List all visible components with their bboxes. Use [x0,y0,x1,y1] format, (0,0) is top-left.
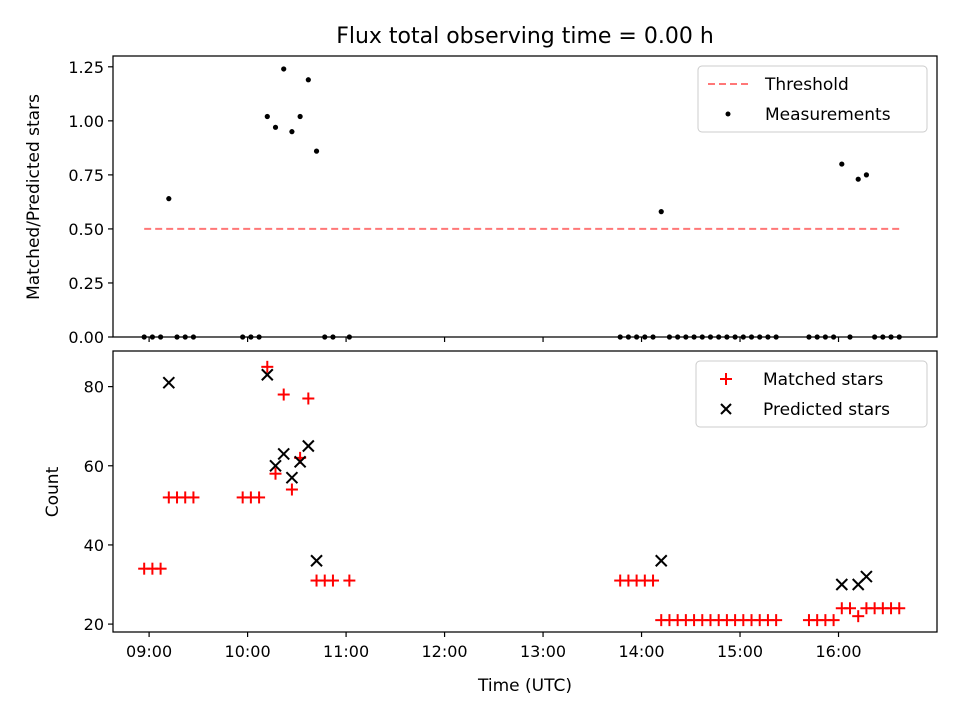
x-tick-label: 15:00 [717,642,763,661]
legend-matched-label: Matched stars [763,370,883,390]
predicted-stars-point [261,368,274,381]
bottom-plot-area [138,360,906,627]
predicted-stars-point [162,376,176,389]
x-tick-label: 16:00 [815,642,861,661]
top-chart-title: Flux total observing time = 0.00 h [336,24,714,49]
x-tick-label: 11:00 [323,642,369,661]
measurement-point [281,66,287,72]
predicted-stars-point [269,459,282,472]
bottom-y-axis-label: Count [43,466,63,517]
y-tick-label: 1.00 [68,112,104,131]
y-tick-label: 20 [84,615,104,634]
y-tick-label: 80 [84,378,104,397]
y-tick-label: 0.00 [68,328,104,347]
matched-stars-point [647,574,660,587]
bottom-legend-box [695,360,928,428]
legend-predicted-label: Predicted stars [763,400,890,420]
matched-stars-point [844,602,857,615]
predicted-stars-point [860,570,873,583]
top-y-ticks: 0.00 0.25 0.50 0.75 1.00 1.25 [68,58,113,347]
measurement-point [289,129,295,135]
measurement-point [305,77,311,83]
matched-stars-point [269,467,282,480]
matched-stars-point [893,602,906,615]
x-tick-label: 10:00 [225,642,271,661]
measurement-point [658,209,664,215]
bottom-axes-frame [112,350,938,633]
predicted-stars-point [285,471,299,484]
y-tick-label: 0.25 [68,274,104,293]
y-tick-label: 0.50 [68,220,104,239]
matched-stars-point [343,574,356,587]
x-tick-label: 12:00 [422,642,468,661]
matched-stars-point [285,483,298,496]
matched-stars-point [302,392,315,405]
matched-stars-point [770,614,783,627]
legend-matched-swatch [720,373,732,385]
x-tick-label: 14:00 [618,642,664,661]
predicted-stars-point [310,554,323,567]
top-axes-frame [112,55,938,338]
x-tick-label: 13:00 [520,642,566,661]
matched-stars-point [261,360,274,373]
matched-stars-point [154,562,167,575]
y-tick-label: 1.25 [68,58,104,77]
matched-stars-point [253,491,266,504]
bottom-x-axis-label: Time (UTC) [477,676,572,696]
bottom-y-ticks: 20 40 60 80 [84,378,113,634]
predicted-stars-point [293,455,307,469]
top-legend-box [697,65,928,133]
y-tick-label: 0.75 [68,166,104,185]
measurement-point [313,148,320,154]
top-plot-area [141,66,902,340]
matched-stars-point [852,610,865,623]
measurement-point [855,176,861,182]
matched-stars-point [827,614,840,627]
bottom-legend: Matched stars Predicted stars [695,360,928,428]
legend-threshold-label: Threshold [764,75,849,95]
measurement-point [166,196,172,202]
bottom-x-ticks: 09:00 10:00 11:00 12:00 13:00 14:00 15:00 16:00 [126,632,862,661]
x-tick-label: 09:00 [126,642,172,661]
predicted-stars-point [277,447,290,461]
matched-stars-point [277,388,290,401]
measurement-point [272,124,279,130]
y-tick-label: 40 [84,536,104,555]
measurement-point [297,113,303,120]
legend-measurements-label: Measurements [765,105,891,125]
matched-stars-point [187,491,200,504]
y-tick-label: 60 [84,457,104,476]
predicted-stars-point [302,439,315,453]
measurement-point [839,161,845,167]
top-y-axis-label: Matched/Predicted stars [24,94,44,300]
top-x-ticks [148,337,840,342]
matched-stars-point [326,574,339,587]
predicted-stars-point [655,554,668,567]
measurement-point [264,113,270,120]
legend-measurements-swatch [725,111,731,117]
legend-predicted-swatch [720,403,732,415]
top-legend: Threshold Measurements [697,65,928,133]
predicted-stars-point [835,578,849,591]
measurement-point [863,172,870,178]
